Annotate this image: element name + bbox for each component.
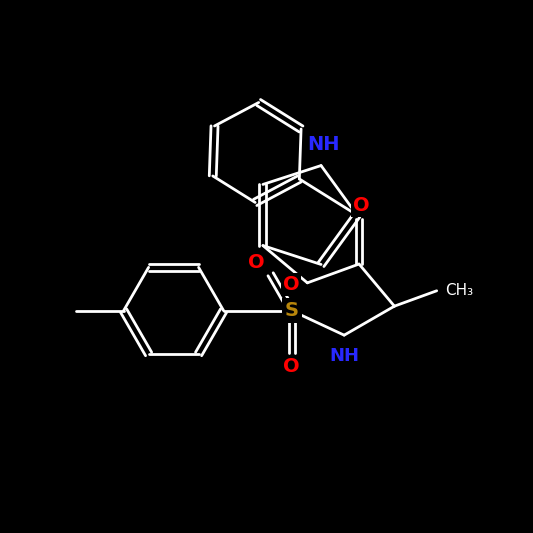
Text: O: O — [284, 357, 300, 376]
Text: O: O — [353, 196, 369, 215]
Text: CH₃: CH₃ — [445, 283, 473, 298]
Text: NH: NH — [329, 347, 359, 365]
Text: O: O — [282, 276, 300, 294]
Text: O: O — [248, 253, 264, 272]
Text: NH: NH — [307, 134, 340, 154]
Text: S: S — [285, 301, 298, 320]
